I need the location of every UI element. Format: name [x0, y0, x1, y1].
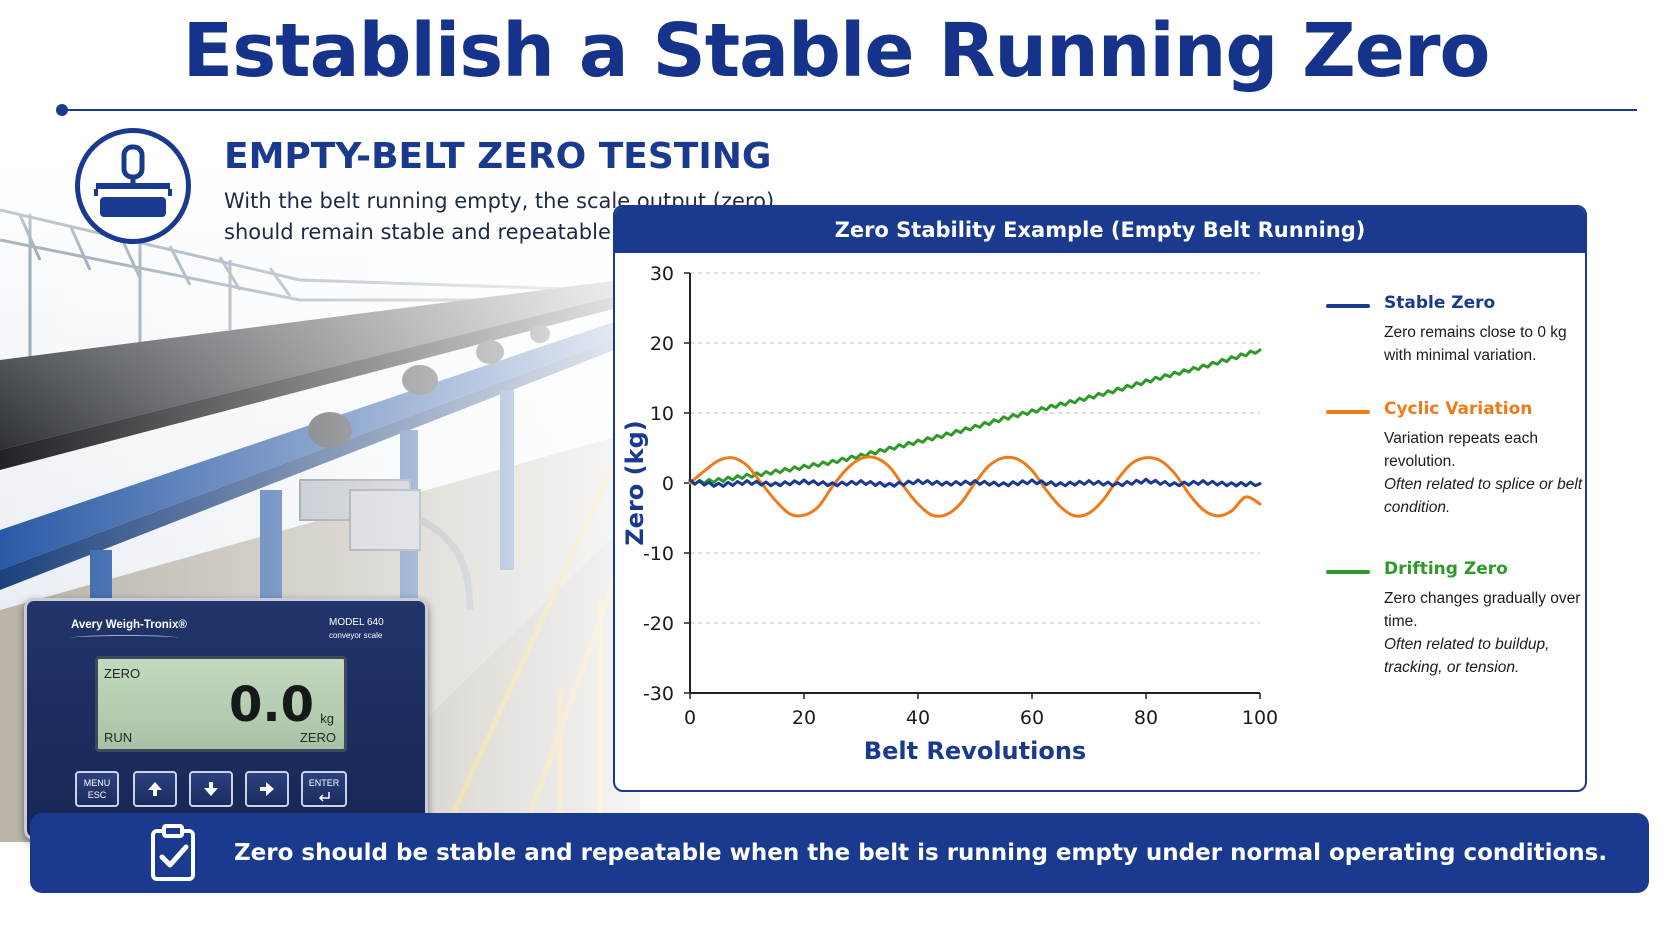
brand-swoosh — [71, 635, 179, 641]
x-axis-label: Belt Revolutions — [864, 737, 1086, 765]
y-tick-label: -20 — [643, 613, 674, 635]
y-tick-label: 10 — [650, 403, 674, 425]
arrow-right-icon — [260, 782, 274, 796]
x-tick-label: 20 — [792, 707, 816, 729]
y-tick-label: 30 — [650, 263, 674, 285]
series-line-cyclic-variation — [688, 455, 1262, 518]
y-tick-label: -30 — [643, 683, 674, 705]
legend-desc-stable: Zero remains close to 0 kg with minimal … — [1384, 324, 1567, 364]
y-tick-label: -10 — [643, 543, 674, 565]
device-model-subtitle: conveyor scale — [329, 631, 383, 640]
x-tick-label: 100 — [1242, 707, 1278, 729]
arrow-down-icon — [204, 782, 218, 796]
enter-key[interactable]: ENTER — [301, 771, 347, 807]
device-model: MODEL 640 — [329, 617, 384, 628]
enter-icon — [318, 792, 330, 802]
lcd-weight-value: 0.0 — [228, 677, 314, 733]
legend-note-cyclic: Often related to splice or belt conditio… — [1384, 476, 1583, 516]
legend-desc-cyclic-text: Variation repeats each revolution. — [1384, 430, 1538, 470]
enter-key-label: ENTER — [308, 778, 340, 788]
lcd-status-zero: ZERO — [299, 730, 336, 745]
legend-swatch-stable — [1326, 304, 1370, 308]
legend-stable-zero: Stable Zero Zero remains close to 0 kg w… — [1326, 293, 1576, 364]
x-tick-label: 0 — [684, 707, 696, 729]
legend-name-cyclic: Cyclic Variation — [1384, 399, 1533, 419]
right-key[interactable] — [245, 771, 289, 807]
legend-desc-drifting: Zero changes gradually over time. Often … — [1384, 587, 1584, 679]
down-key[interactable] — [189, 771, 233, 807]
footer-banner: Zero should be stable and repeatable whe… — [30, 813, 1649, 893]
lcd-display: ZERO 0.0 kg RUN ZERO — [95, 656, 347, 752]
title-rule — [62, 109, 1637, 111]
lcd-unit: kg — [320, 711, 334, 726]
device-brand: Avery Weigh-Tronix® — [71, 619, 187, 631]
legend-swatch-cyclic — [1326, 410, 1370, 414]
legend-drifting-zero: Drifting Zero Zero changes gradually ove… — [1326, 559, 1580, 679]
legend-note-drifting: Often related to buildup, tracking, or t… — [1384, 636, 1550, 676]
up-key[interactable] — [133, 771, 177, 807]
lcd-mode-label: ZERO — [104, 666, 141, 681]
y-tick-label: 0 — [662, 473, 674, 495]
legend-name-drifting: Drifting Zero — [1384, 559, 1508, 579]
y-tick-label: 20 — [650, 333, 674, 355]
legend-cyclic-variation: Cyclic Variation Variation repeats each … — [1326, 399, 1582, 519]
x-tick-label: 60 — [1020, 707, 1044, 729]
section-heading: EMPTY-BELT ZERO TESTING — [224, 136, 772, 177]
footer-message: Zero should be stable and repeatable whe… — [234, 840, 1608, 866]
clipboard-check-icon — [151, 824, 195, 881]
belt-scale-icon — [75, 128, 191, 244]
zero-stability-chart: Zero Stability Example (Empty Belt Runni… — [613, 205, 1587, 792]
y-axis-label: Zero (kg) — [621, 420, 649, 545]
page-title: Establish a Stable Running Zero — [182, 8, 1491, 94]
menu-esc-key[interactable]: MENU ESC — [75, 771, 119, 807]
legend-name-stable: Stable Zero — [1384, 293, 1496, 313]
legend-swatch-drifting — [1326, 570, 1370, 574]
legend-desc-drifting-text: Zero changes gradually over time. — [1384, 590, 1581, 630]
chart-title: Zero Stability Example (Empty Belt Runni… — [615, 207, 1585, 253]
legend-desc-cyclic: Variation repeats each revolution. Often… — [1384, 427, 1584, 519]
series-line-stable-zero — [688, 477, 1262, 488]
x-tick-label: 80 — [1134, 707, 1158, 729]
series-line-drifting-zero — [688, 348, 1262, 486]
arrow-up-icon — [148, 782, 162, 796]
section-description: With the belt running empty, the scale o… — [224, 189, 775, 244]
menu-esc-key-label: MENU ESC — [83, 778, 111, 800]
x-tick-label: 40 — [906, 707, 930, 729]
lcd-status-run: RUN — [104, 730, 133, 745]
scale-display-unit: Avery Weigh-Tronix® MODEL 640 conveyor s… — [24, 598, 428, 840]
